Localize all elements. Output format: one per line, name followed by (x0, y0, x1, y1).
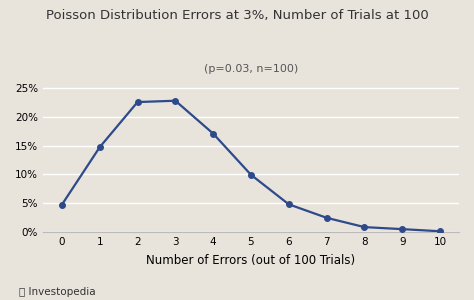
Text: Poisson Distribution Errors at 3%, Number of Trials at 100: Poisson Distribution Errors at 3%, Numbe… (46, 9, 428, 22)
X-axis label: Number of Errors (out of 100 Trials): Number of Errors (out of 100 Trials) (146, 254, 356, 267)
Text: Ⓜ Investopedia: Ⓜ Investopedia (19, 287, 96, 297)
Title: (p=0.03, n=100): (p=0.03, n=100) (204, 64, 298, 74)
